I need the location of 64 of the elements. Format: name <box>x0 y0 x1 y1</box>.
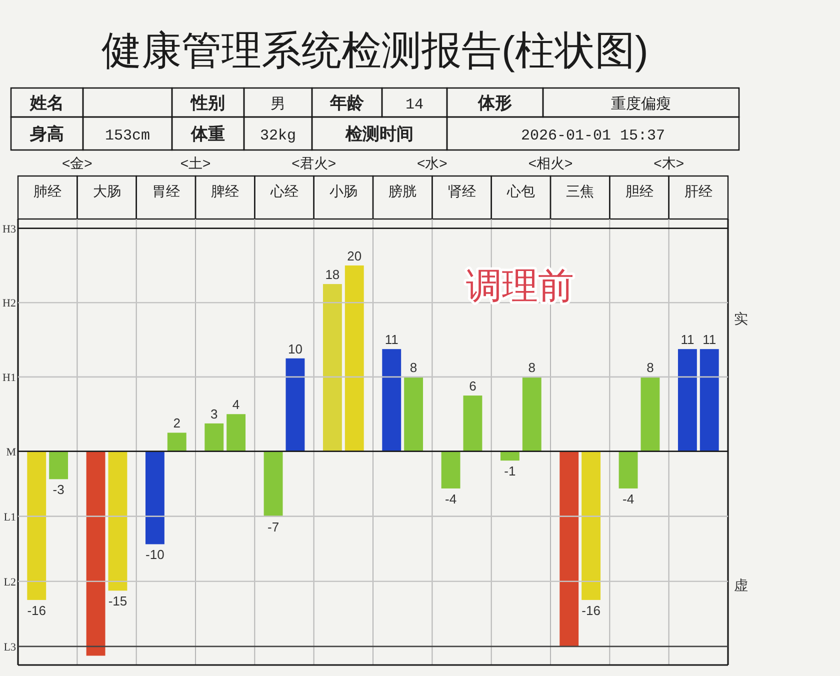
category-label: 小肠 <box>329 183 358 199</box>
category-label: 脾经 <box>211 183 240 199</box>
value-label: -7 <box>268 519 280 534</box>
ref-label: H2 <box>2 298 16 310</box>
table-text: 男 <box>270 96 286 114</box>
value-label: -4 <box>445 491 457 506</box>
value-label: 20 <box>347 248 362 264</box>
value-label: -16 <box>27 602 46 618</box>
value-label: -15 <box>108 594 128 609</box>
ref-label: M <box>6 446 16 458</box>
table-text: 重度偏瘦 <box>611 96 671 114</box>
value-label: 6 <box>469 378 476 394</box>
title: 健康管理系统检测报告(柱状图) <box>102 29 648 73</box>
group-label: <土> <box>180 155 211 171</box>
category-label: 胆经 <box>625 183 654 199</box>
category-label: 肝经 <box>684 183 712 199</box>
table-text: 检测时间 <box>346 124 414 144</box>
value-label: 11 <box>384 332 398 348</box>
category-label: 三焦 <box>566 183 594 199</box>
table-text: 体重 <box>191 124 225 144</box>
value-label: 10 <box>288 341 302 356</box>
table-text: 身高 <box>30 124 64 144</box>
category-label: 膀胱 <box>388 183 417 199</box>
annotation: 实 <box>734 310 748 327</box>
value-label: 11 <box>702 332 716 348</box>
category-label: 肾经 <box>448 183 476 199</box>
table-text: 14 <box>406 96 424 114</box>
category-label: 肺经 <box>34 183 62 199</box>
table-text: 32kg <box>260 128 296 144</box>
ref-label: L3 <box>4 641 16 654</box>
table-text: 姓名 <box>30 94 64 112</box>
annotation: 虚 <box>734 577 748 594</box>
value-label: 3 <box>210 406 218 422</box>
ref-label: L1 <box>4 511 16 524</box>
group-label: <相火> <box>528 155 573 171</box>
table-text: 体形 <box>478 94 512 112</box>
value-label: 8 <box>410 360 418 375</box>
category-label: 大肠 <box>92 183 121 199</box>
value-label: -4 <box>622 491 634 506</box>
category-label: 心经 <box>270 183 298 199</box>
table-text: 年龄 <box>330 94 364 112</box>
table-text: 性别 <box>191 94 225 112</box>
group-label: <木> <box>654 155 684 171</box>
ref-label: H1 <box>2 372 16 384</box>
table-text: 153cm <box>105 128 150 144</box>
group-label: <金> <box>62 155 92 171</box>
annotation: 调理前 <box>466 265 574 306</box>
value-label: -16 <box>582 602 600 618</box>
value-label: -3 <box>52 482 64 498</box>
value-label: 18 <box>325 267 340 282</box>
value-label: -10 <box>146 547 164 562</box>
category-label: 胃经 <box>152 183 180 199</box>
value-label: 8 <box>646 360 654 375</box>
value-label: 2 <box>173 416 180 431</box>
ref-label: L2 <box>4 576 16 588</box>
category-label: 心包 <box>506 183 535 199</box>
group-label: <君火> <box>292 155 336 171</box>
value-label: -1 <box>504 464 516 479</box>
value-label: 8 <box>528 360 536 375</box>
ref-label: H3 <box>2 223 16 236</box>
table-text: 2026-01-01 15:37 <box>520 128 666 144</box>
group-label: <水> <box>416 155 448 171</box>
value-label: 4 <box>232 397 240 412</box>
value-label: 11 <box>680 332 694 348</box>
